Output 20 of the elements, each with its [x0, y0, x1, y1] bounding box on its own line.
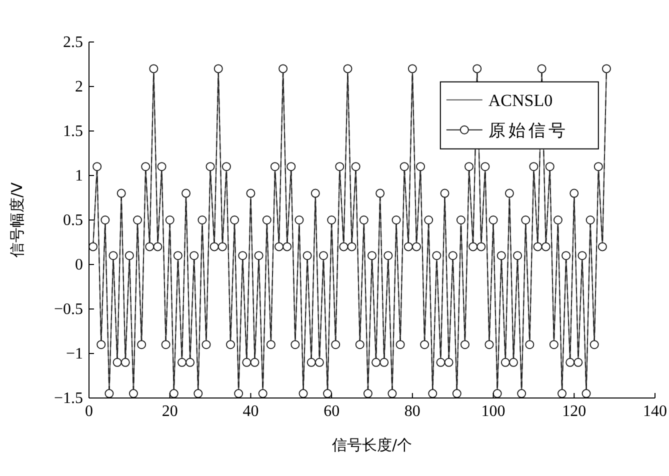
x-tick-label: 60: [324, 403, 340, 420]
x-tick-label: 20: [162, 403, 178, 420]
x-tick-label: 40: [242, 403, 259, 420]
x-tick-label: 120: [562, 403, 586, 420]
y-tick-label: 1: [75, 168, 83, 184]
y-tick-label: 0.5: [63, 212, 83, 229]
y-tick-label: −1: [66, 346, 83, 362]
y-tick-label: −0.5: [54, 301, 83, 318]
y-tick-label: 2: [75, 78, 83, 96]
y-axis-title: 信号幅度/V: [8, 182, 26, 258]
y-tick-label: −1.5: [54, 390, 83, 407]
legend-label: ACNSL0: [488, 90, 553, 110]
y-tick-label: 2.5: [63, 34, 83, 51]
y-tick-label: 1.5: [63, 123, 83, 140]
legend-label: 原始信号: [488, 120, 568, 141]
x-tick-label: 80: [404, 403, 420, 420]
x-axis-title: 信号长度/个: [332, 436, 412, 454]
y-tick-label: 0: [75, 256, 83, 274]
x-tick-label: 140: [643, 403, 667, 420]
x-tick-label: 100: [481, 403, 506, 420]
